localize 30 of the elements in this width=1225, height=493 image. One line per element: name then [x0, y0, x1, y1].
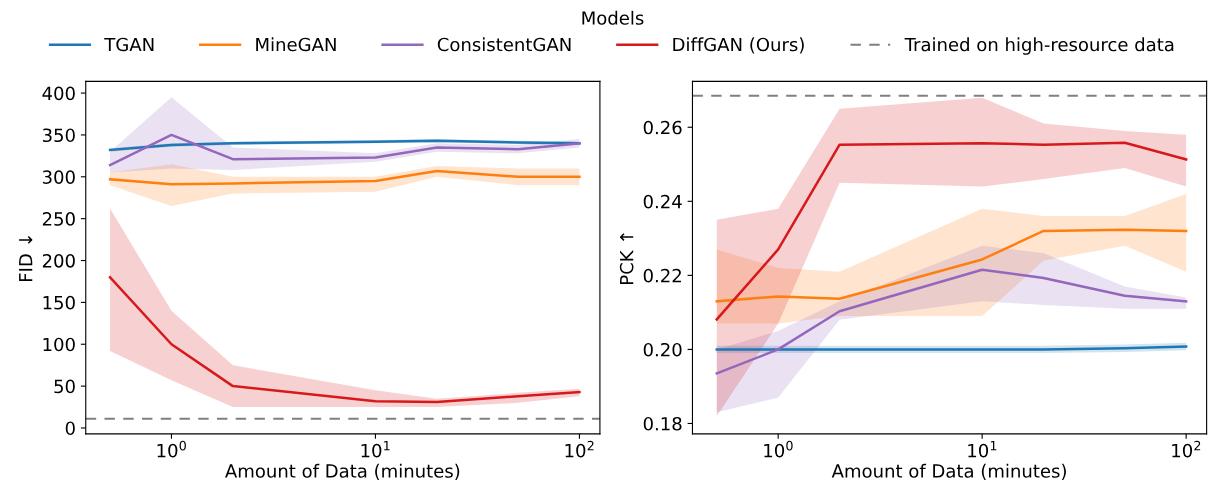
legend-label: Trained on high-resource data	[904, 37, 1174, 55]
x-tick-label: 10$^{1}$	[968, 441, 997, 458]
x-tick-label: 10$^{2}$	[565, 440, 594, 458]
x-axis-title: Amount of Data (minutes)	[225, 463, 460, 480]
y-tick-label: 0.22	[643, 268, 681, 283]
y-tick-label: 200	[42, 253, 75, 268]
y-tick-label: 300	[42, 170, 75, 184]
y-tick-label: 400	[42, 86, 75, 101]
y-tick-label: 0	[65, 421, 75, 436]
legend-label: TGAN	[104, 37, 154, 52]
y-axis-title: FID ↓	[19, 236, 33, 282]
x-axis-title: Amount of Data (minutes)	[831, 463, 1066, 480]
legend-label: DiffGAN (Ours)	[673, 37, 804, 54]
y-axis-title: PCK ↑	[619, 233, 634, 284]
x-tick-label: 10$^{2}$	[1172, 440, 1201, 458]
y-tick-label: 350	[42, 128, 75, 143]
y-tick-label: 0.18	[643, 416, 682, 431]
y-tick-label: 150	[43, 295, 75, 310]
legend-label: ConsistentGAN	[437, 37, 571, 52]
legend-title: Models	[582, 10, 644, 25]
y-tick-label: 0.24	[643, 194, 682, 209]
y-tick-label: 0.20	[643, 342, 682, 357]
x-tick-label: 10$^{0}$	[764, 440, 793, 458]
legend-label: MineGAN	[256, 37, 336, 52]
y-tick-label: 50	[54, 379, 75, 394]
x-tick-label: 10$^{0}$	[157, 440, 186, 458]
y-tick-label: 250	[42, 212, 75, 226]
y-tick-label: 100	[43, 337, 75, 352]
y-tick-label: 0.26	[643, 120, 682, 135]
x-tick-label: 10$^{1}$	[361, 441, 390, 458]
